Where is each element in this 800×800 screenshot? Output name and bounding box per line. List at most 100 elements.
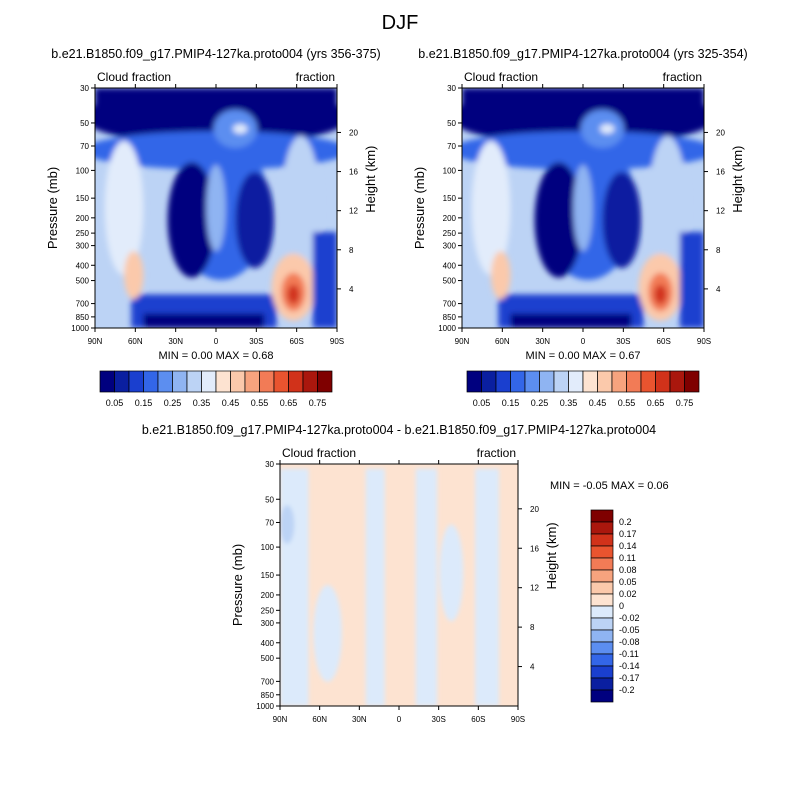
x-tick-label: 60S — [657, 337, 671, 346]
colorbar-box — [590, 581, 614, 595]
colorbar-label: -0.02 — [619, 613, 640, 623]
colorbar-label: 0.75 — [676, 398, 694, 408]
panel-title: b.e21.B1850.f09_g17.PMIP4-127ka.proto004… — [418, 47, 747, 61]
colorbar-label: 0.05 — [106, 398, 124, 408]
colorbar-box — [626, 370, 642, 393]
y-tick-label: 200 — [261, 591, 275, 600]
y-tick-label: 30 — [265, 460, 274, 469]
colorbar-label: 0.08 — [619, 565, 637, 575]
min-max-stats: MIN = 0.00 MAX = 0.67 — [526, 350, 641, 362]
y-tick-label: 500 — [76, 277, 90, 286]
colorbar: 0.05 0.15 0.25 0.35 0.45 0.55 0.65 0.75 — [99, 370, 333, 408]
y-tick-label: 850 — [76, 313, 90, 322]
right-axis-label: Height (km) — [544, 522, 559, 589]
y-tick-label: 70 — [265, 518, 274, 527]
height-tick-label: 8 — [349, 246, 354, 255]
colorbar-label: 0.65 — [280, 398, 298, 408]
colorbar-box — [590, 545, 614, 559]
colorbar-box — [590, 689, 614, 703]
y-tick-label: 700 — [261, 677, 275, 686]
x-tick-label: 60N — [495, 337, 510, 346]
colorbar-box — [317, 370, 333, 393]
colorbar-box — [590, 521, 614, 535]
colorbar-box — [157, 370, 173, 393]
colorbar-label: -0.11 — [619, 649, 639, 659]
colorbar-box — [273, 370, 289, 393]
colorbar-box — [524, 370, 540, 393]
colorbar-label: 0.75 — [309, 398, 327, 408]
colorbar-label: 0.35 — [560, 398, 578, 408]
right-axis-label: Height (km) — [363, 146, 378, 213]
y-tick-label: 500 — [443, 277, 457, 286]
min-max-stats: MIN = 0.00 MAX = 0.68 — [159, 350, 274, 362]
height-tick-label: 4 — [530, 663, 535, 672]
x-tick-label: 90N — [455, 337, 470, 346]
colorbar-label: 0.25 — [164, 398, 182, 408]
y-tick-label: 700 — [76, 300, 90, 309]
colorbar-label: 0.45 — [222, 398, 240, 408]
colorbar-box — [539, 370, 555, 393]
y-tick-label: 500 — [261, 654, 275, 663]
y-tick-label: 700 — [443, 300, 457, 309]
colorbar-box — [215, 370, 231, 393]
height-tick-label: 12 — [530, 584, 539, 593]
height-tick-label: 4 — [716, 285, 721, 294]
colorbar-label: 0.2 — [619, 517, 632, 527]
colorbar-label: 0.05 — [473, 398, 491, 408]
y-tick-label: 300 — [443, 242, 457, 251]
contour-field — [95, 88, 337, 328]
x-tick-label: 60N — [312, 715, 327, 724]
colorbar-label: 0.35 — [193, 398, 211, 408]
right-label: fraction — [663, 70, 702, 84]
height-tick-label: 8 — [530, 623, 535, 632]
colorbar-box — [590, 605, 614, 619]
colorbar-box — [590, 533, 614, 547]
y-tick-label: 200 — [76, 214, 90, 223]
colorbar-box — [288, 370, 304, 393]
colorbar-box — [590, 569, 614, 583]
colorbar-box — [302, 370, 318, 393]
y-tick-label: 250 — [261, 606, 275, 615]
y-tick-label: 300 — [261, 619, 275, 628]
colorbar-box — [684, 370, 700, 393]
colorbar-label: -0.05 — [619, 625, 640, 635]
x-tick-label: 90S — [511, 715, 525, 724]
colorbar-box — [611, 370, 627, 393]
x-tick-label: 30N — [168, 337, 183, 346]
colorbar-label: 0.14 — [619, 541, 637, 551]
colorbar-box — [568, 370, 584, 393]
y-tick-label: 70 — [80, 142, 89, 151]
colorbar-label: 0.25 — [531, 398, 549, 408]
x-tick-label: 90N — [88, 337, 103, 346]
colorbar-box — [466, 370, 482, 393]
y-tick-label: 150 — [76, 194, 90, 203]
x-tick-label: 0 — [581, 337, 586, 346]
right-label: fraction — [477, 446, 516, 460]
y-tick-label: 400 — [261, 639, 275, 648]
y-tick-label: 50 — [80, 119, 89, 128]
panel-2: b.e21.B1850.f09_g17.PMIP4-127ka.proto004… — [412, 47, 748, 408]
colorbar-label: 0.45 — [589, 398, 607, 408]
colorbar-box — [590, 557, 614, 571]
min-max-stats: MIN = -0.05 MAX = 0.06 — [550, 480, 669, 492]
figure-title: DJF — [381, 12, 419, 34]
x-tick-label: 0 — [397, 715, 402, 724]
y-axis-label: Pressure (mb) — [412, 167, 427, 249]
colorbar-box — [590, 677, 614, 691]
panel-title: b.e21.B1850.f09_g17.PMIP4-127ka.proto004… — [142, 423, 656, 437]
colorbar-box — [669, 370, 685, 393]
x-tick-label: 90S — [330, 337, 344, 346]
y-tick-label: 30 — [80, 84, 89, 93]
x-tick-label: 30S — [249, 337, 263, 346]
y-tick-label: 1000 — [71, 324, 89, 333]
left-label: Cloud fraction — [464, 70, 538, 84]
colorbar-box — [244, 370, 260, 393]
y-tick-label: 250 — [76, 229, 90, 238]
height-tick-label: 20 — [349, 128, 358, 137]
y-tick-label: 50 — [265, 495, 274, 504]
x-tick-label: 30S — [432, 715, 446, 724]
colorbar-label: 0 — [619, 601, 624, 611]
colorbar-box — [186, 370, 202, 393]
colorbar-label: 0.55 — [618, 398, 636, 408]
